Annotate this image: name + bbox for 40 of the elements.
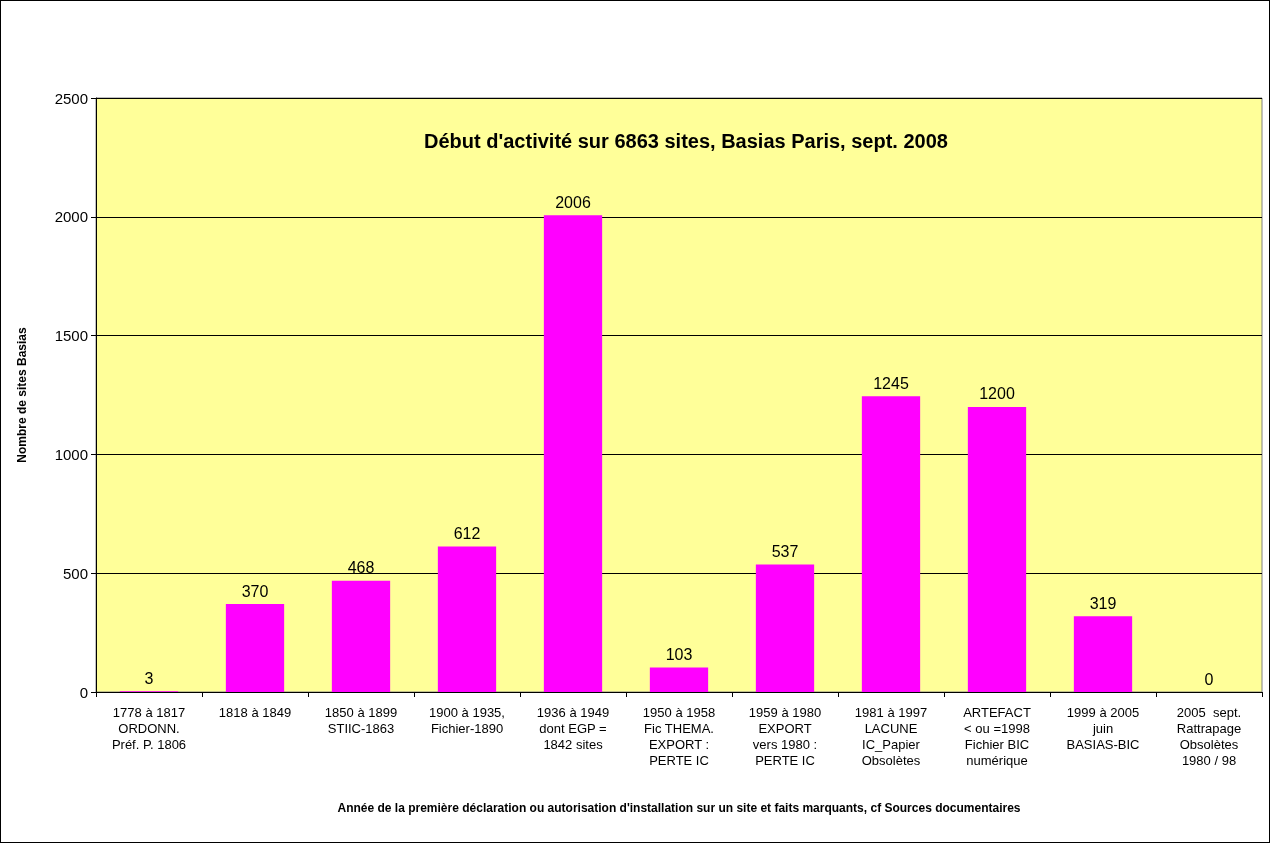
data-label: 612 <box>453 525 481 543</box>
y-tick-label: 0 <box>79 683 88 701</box>
data-label: 1245 <box>873 374 909 392</box>
bar <box>543 215 603 692</box>
x-tick-label: 1850 à 1899 STIIC-1863 <box>324 704 398 736</box>
data-label: 3 <box>144 669 154 687</box>
data-label: 319 <box>1089 594 1117 612</box>
x-tick-label: 1981 à 1997 LACUNE IC_Papier Obsolètes <box>854 704 928 768</box>
x-tick-label: 1950 à 1958 Fic THEMA. EXPORT : PERTE IC <box>642 704 716 768</box>
x-tick-label: 1900 à 1935, Fichier-1890 <box>429 704 505 736</box>
x-tick-label: 1778 à 1817 ORDONN. Préf. P. 1806 <box>111 704 187 752</box>
bar <box>225 604 285 692</box>
x-tick-label: 1818 à 1849 <box>218 704 292 720</box>
bar <box>861 396 921 692</box>
bar <box>649 667 709 692</box>
x-tick-label: ARTEFACT < ou =1998 Fichier BIC numérique <box>963 704 1031 768</box>
y-tick-label: 1000 <box>54 445 88 463</box>
bar <box>755 564 815 692</box>
y-axis-title: Nombre de sites Basias <box>15 326 29 463</box>
y-tick-label: 2000 <box>54 208 88 226</box>
x-tick-label: 1936 à 1949 dont EGP = 1842 sites <box>536 704 610 752</box>
x-tick-label: 1959 à 1980 EXPORT vers 1980 : PERTE IC <box>748 704 822 768</box>
x-tick-label: 2005 sept. Rattrapage Obsolètes 1980 / 98 <box>1176 704 1242 768</box>
x-tick-label: 1999 à 2005 juin BASIAS-BIC <box>1066 704 1140 752</box>
data-label: 1200 <box>979 385 1015 403</box>
x-axis-title: Année de la première déclaration ou autorisation d'installation sur un site et faits marquants, cf Sources documentaires <box>337 801 1021 815</box>
data-label: 0 <box>1204 670 1214 688</box>
data-label: 370 <box>241 582 269 600</box>
y-tick-label: 500 <box>62 564 88 582</box>
bar <box>967 406 1027 692</box>
bar <box>331 580 391 692</box>
data-label: 537 <box>771 542 799 560</box>
y-tick-label: 2500 <box>54 89 88 107</box>
data-label: 468 <box>347 559 375 577</box>
data-label: 103 <box>665 646 693 664</box>
y-tick-label: 1500 <box>54 327 88 345</box>
bar <box>437 546 497 692</box>
data-label: 2006 <box>555 193 591 211</box>
text: Début d'activité sur 6863 sites, Basias Paris, sept. 2008 <box>424 130 948 152</box>
bar <box>1073 616 1133 692</box>
